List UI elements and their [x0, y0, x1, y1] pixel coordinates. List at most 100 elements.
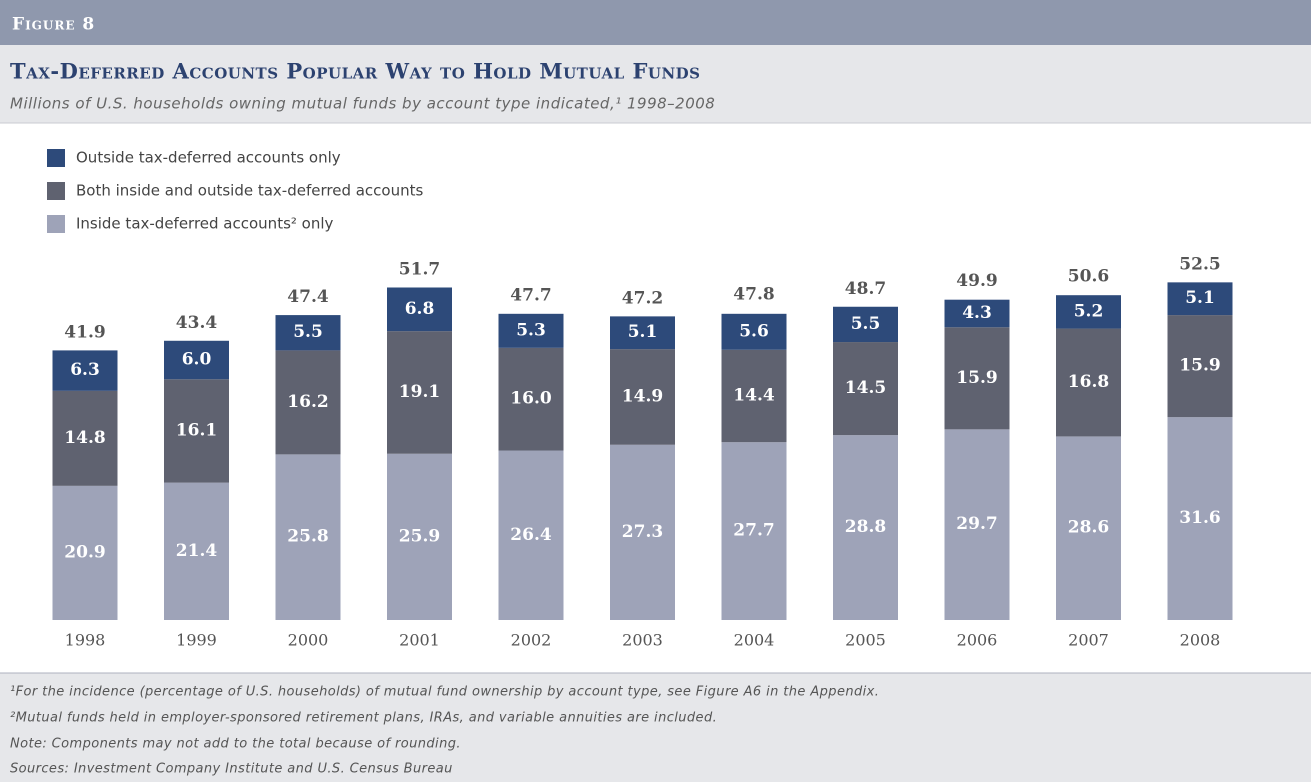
segment-label: 29.7: [956, 514, 997, 534]
bar-segment: [498, 313, 564, 348]
bar-segment: [498, 347, 564, 451]
segment-label: 5.5: [293, 322, 323, 342]
total-label: 50.6: [1068, 267, 1109, 287]
x-tick-label: 2005: [845, 631, 886, 650]
bar-segment: [387, 331, 452, 454]
footnote: Note: Components may not add to the tota…: [10, 737, 461, 752]
bar-segment: [833, 342, 898, 436]
legend-label: Both inside and outside tax-deferred acc…: [76, 182, 423, 200]
segment-label: 25.8: [287, 527, 328, 547]
segment-label: 20.9: [64, 542, 105, 562]
total-label: 47.2: [622, 289, 663, 309]
bar-segment: [52, 350, 118, 391]
bar-segment: [1056, 436, 1121, 620]
segment-label: 28.8: [845, 517, 886, 537]
bar-segment: [1167, 417, 1233, 620]
legend-swatch: [47, 149, 65, 167]
x-tick-label: 2006: [957, 631, 998, 650]
segment-label: 14.4: [733, 385, 775, 405]
bar-segment: [610, 444, 675, 620]
segment-label: 28.6: [1068, 518, 1109, 538]
total-label: 47.8: [733, 285, 774, 305]
bar-segment: [833, 306, 898, 343]
bar-segment: [275, 454, 341, 620]
bar-segment: [52, 390, 118, 486]
bar-segment: [833, 435, 898, 620]
segment-label: 14.5: [845, 378, 886, 398]
total-label: 52.5: [1179, 255, 1220, 275]
segment-label: 14.9: [622, 386, 663, 406]
segment-label: 19.1: [399, 382, 440, 402]
total-label: 41.9: [64, 323, 105, 343]
legend-swatch: [47, 182, 65, 200]
bar-segment: [721, 349, 787, 443]
segment-label: 14.8: [64, 428, 105, 448]
bar-segment: [275, 315, 341, 351]
bar-segment: [1056, 328, 1121, 437]
footnote: Sources: Investment Company Institute an…: [10, 762, 453, 777]
segment-label: 6.0: [182, 350, 212, 370]
x-tick-label: 2003: [622, 631, 663, 650]
total-label: 51.7: [399, 260, 440, 280]
segment-label: 31.6: [1179, 508, 1220, 528]
segment-label: 16.2: [287, 392, 328, 412]
segment-label: 27.3: [622, 522, 663, 542]
total-label: 48.7: [845, 279, 886, 299]
segment-label: 4.3: [962, 303, 992, 323]
bar-segment: [387, 287, 452, 332]
x-tick-label: 2008: [1180, 631, 1221, 650]
segment-label: 5.1: [1185, 288, 1215, 308]
footnote: ¹For the incidence (percentage of U.S. h…: [10, 685, 879, 700]
chart-subtitle: Millions of U.S. households owning mutua…: [10, 95, 715, 113]
x-tick-label: 2001: [399, 631, 440, 650]
bar-segment: [498, 450, 564, 620]
x-tick-label: 1999: [176, 631, 217, 650]
bar-segment: [1167, 315, 1233, 418]
legend-swatch: [47, 215, 65, 233]
total-label: 49.9: [956, 271, 997, 291]
footnote: ²Mutual funds held in employer-sponsored…: [10, 711, 717, 726]
x-tick-label: 2000: [288, 631, 329, 650]
bar-segment: [164, 340, 229, 380]
x-tick-label: 1998: [65, 631, 106, 650]
segment-label: 5.6: [739, 321, 769, 341]
legend-label: Inside tax-deferred accounts² only: [76, 215, 334, 233]
bar-segment: [1056, 295, 1121, 329]
total-label: 47.7: [510, 285, 551, 305]
bar-segment: [610, 316, 675, 350]
bar-segment: [387, 453, 452, 620]
total-label: 43.4: [176, 313, 218, 333]
segment-label: 5.2: [1074, 301, 1104, 321]
segment-label: 26.4: [510, 525, 552, 545]
bar-segment: [610, 349, 675, 445]
bar-segment: [944, 327, 1010, 430]
segment-label: 16.1: [176, 420, 217, 440]
segment-label: 15.9: [1179, 356, 1220, 376]
figure-label: Figure 8: [12, 15, 95, 35]
x-tick-label: 2002: [511, 631, 552, 650]
segment-label: 25.9: [399, 526, 440, 546]
bar-segment: [275, 350, 341, 455]
total-label: 47.4: [287, 287, 329, 307]
segment-label: 15.9: [956, 368, 997, 388]
segment-label: 6.3: [70, 360, 100, 380]
bar-segment: [1167, 282, 1233, 316]
segment-label: 16.8: [1068, 372, 1109, 392]
legend-label: Outside tax-deferred accounts only: [76, 149, 341, 167]
segment-label: 16.0: [510, 389, 552, 409]
notes-band: [0, 673, 1311, 782]
title-band: [0, 45, 1311, 123]
segment-label: 27.7: [733, 521, 774, 541]
bar-segment: [52, 485, 118, 620]
bar-segment: [944, 299, 1010, 328]
segment-label: 6.8: [405, 299, 435, 319]
bar-segment: [944, 429, 1010, 620]
segment-label: 5.3: [516, 320, 546, 340]
x-tick-label: 2007: [1068, 631, 1109, 650]
bar-segment: [164, 482, 229, 620]
header-band: [0, 0, 1311, 45]
chart-title: Tax-Deferred Accounts Popular Way to Hol…: [10, 59, 701, 84]
segment-label: 5.5: [851, 314, 881, 334]
segment-label: 5.1: [628, 322, 658, 342]
